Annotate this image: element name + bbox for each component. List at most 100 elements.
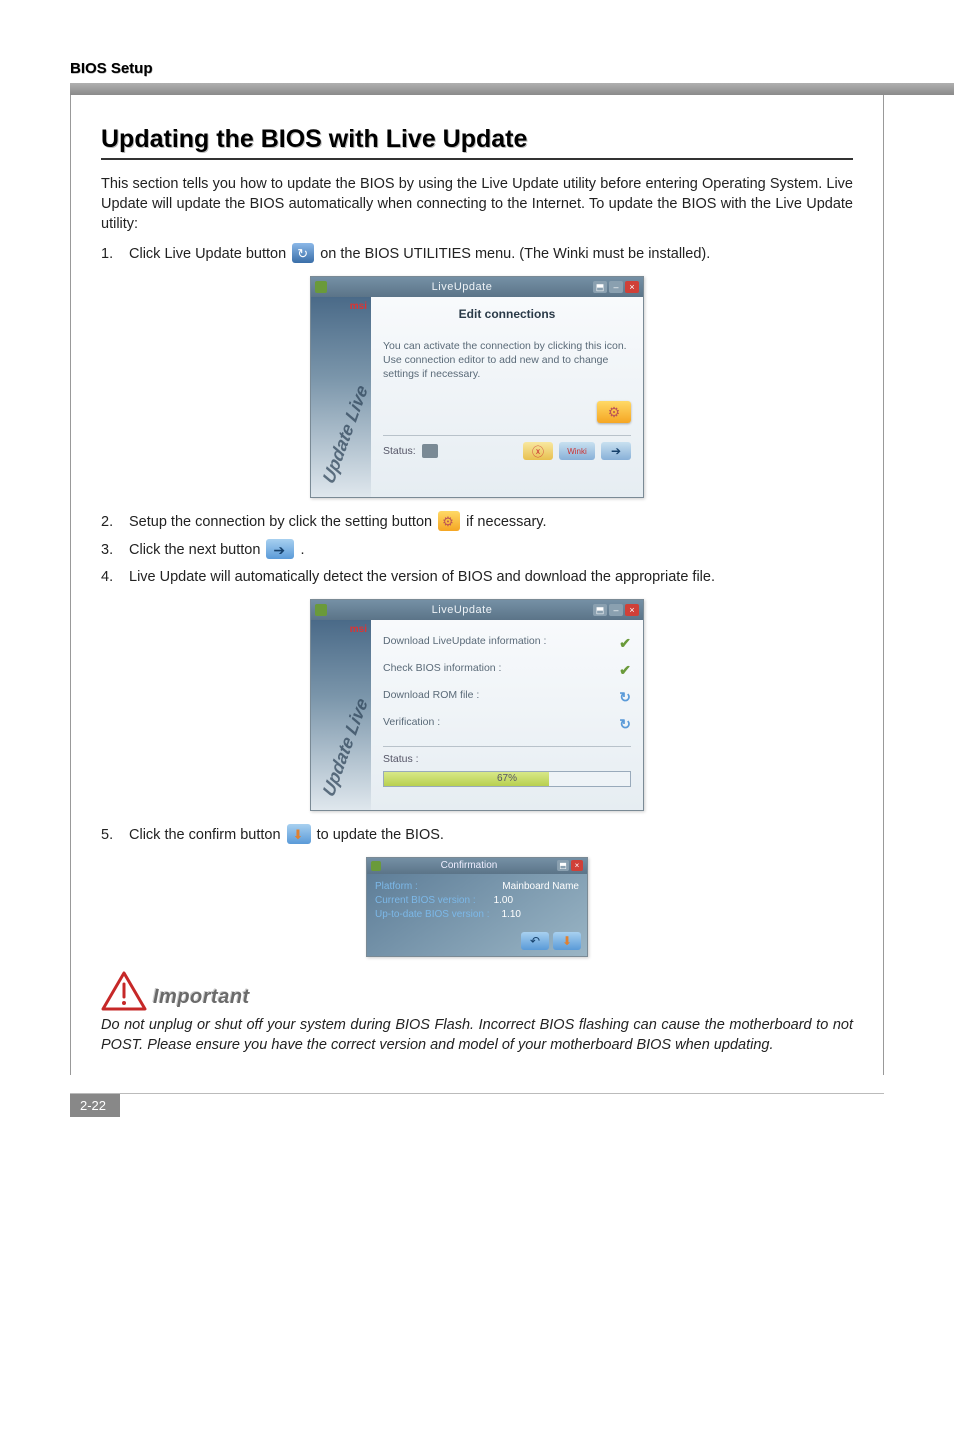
liveupdate-icon — [292, 243, 314, 263]
progress-bar: 67% — [383, 771, 631, 787]
list-item: Verification : ↻ — [383, 711, 631, 738]
row-label: Download ROM file : — [383, 689, 479, 706]
step-5-text-b: to update the BIOS. — [317, 827, 444, 843]
current-row: Current BIOS version : 1.00 — [375, 894, 579, 908]
settings-button[interactable]: ⚙ — [597, 401, 631, 423]
refresh-icon: ↻ — [619, 716, 631, 733]
row-label: Verification : — [383, 716, 440, 733]
step-1-text-b: on the BIOS UTILITIES menu. (The Winki m… — [320, 246, 710, 262]
step-number: 4. — [101, 567, 113, 589]
window-footer: ↶ ⬇ — [367, 928, 587, 956]
confirm-icon — [287, 824, 311, 844]
step-number: 2. — [101, 512, 113, 534]
footer: 2-22 — [70, 1093, 884, 1117]
window-body: Update Live Edit connections You can act… — [311, 297, 643, 497]
warning-icon — [101, 971, 147, 1011]
current-value: 1.00 — [494, 894, 513, 908]
restore-button[interactable]: ⬒ — [593, 281, 607, 293]
confirmation-window: Confirmation ⬒ × Platform : Mainboard Na… — [366, 857, 588, 957]
next-button[interactable]: ➔ — [601, 442, 631, 460]
step-1: 1. Click Live Update button on the BIOS … — [101, 244, 853, 266]
important-label: Important — [153, 986, 250, 1011]
status-label: Status: — [383, 445, 416, 457]
window-body: Platform : Mainboard Name Current BIOS v… — [367, 874, 587, 928]
section-title: Updating the BIOS with Live Update — [101, 125, 853, 160]
status-block: Status : 67% — [383, 746, 631, 787]
window-title: LiveUpdate — [331, 604, 593, 616]
step-5-text-a: Click the confirm button — [129, 827, 285, 843]
check-icon: ✔ — [619, 635, 631, 652]
step-2: 2. Setup the connection by click the set… — [101, 512, 853, 534]
step-4: 4. Live Update will automatically detect… — [101, 567, 853, 589]
important-text: Do not unplug or shut off your system du… — [101, 1015, 853, 1055]
panel-title: Edit connections — [383, 307, 631, 321]
winki-button[interactable]: Winki — [559, 442, 595, 460]
steps-list-2: 2. Setup the connection by click the set… — [101, 512, 853, 589]
steps-list: 1. Click Live Update button on the BIOS … — [101, 244, 853, 266]
refresh-icon: ↻ — [619, 689, 631, 706]
cancel-button[interactable]: ⓧ — [523, 442, 553, 460]
steps-list-3: 5. Click the confirm button to update th… — [101, 825, 853, 847]
status-row: Status: ⓧ Winki ➔ — [383, 435, 631, 460]
restore-button[interactable]: ⬒ — [593, 604, 607, 616]
panel-desc: You can activate the connection by click… — [383, 339, 631, 382]
side-logo-text: Update Live — [319, 381, 372, 488]
platform-label: Platform : — [375, 880, 418, 894]
row-label: Download LiveUpdate information : — [383, 635, 546, 652]
close-button[interactable]: × — [625, 281, 639, 293]
status-label: Status : — [383, 753, 631, 765]
step-2-text-a: Setup the connection by click the settin… — [129, 514, 436, 530]
app-icon — [315, 604, 327, 616]
uptodate-value: 1.10 — [502, 908, 521, 922]
close-button[interactable]: × — [571, 860, 583, 871]
page-number: 2-22 — [70, 1094, 120, 1117]
side-logo-text: Update Live — [319, 694, 372, 801]
list-item: Check BIOS information : ✔ — [383, 657, 631, 684]
intro-text: This section tells you how to update the… — [101, 174, 853, 234]
list-item: Download LiveUpdate information : ✔ — [383, 630, 631, 657]
step-2-text-b: if necessary. — [466, 514, 546, 530]
list-item: Download ROM file : ↻ — [383, 684, 631, 711]
app-icon — [315, 281, 327, 293]
step-3-text-b: . — [300, 542, 304, 558]
download-list: Download LiveUpdate information : ✔ Chec… — [383, 630, 631, 738]
back-button[interactable]: ↶ — [521, 932, 549, 950]
step-1-text-a: Click Live Update button — [129, 246, 290, 262]
status-icon — [422, 444, 438, 458]
step-3: 3. Click the next button . — [101, 540, 853, 562]
current-label: Current BIOS version : — [375, 894, 476, 908]
uptodate-label: Up-to-date BIOS version : — [375, 908, 490, 922]
window-title: Confirmation — [381, 860, 557, 871]
close-button[interactable]: × — [625, 604, 639, 616]
page: BIOS Setup Updating the BIOS with Live U… — [0, 0, 954, 1147]
titlebar: LiveUpdate ⬒ – × — [311, 600, 643, 620]
step-4-text: Live Update will automatically detect th… — [129, 569, 715, 585]
side-logo: Update Live — [311, 620, 371, 810]
uptodate-row: Up-to-date BIOS version : 1.10 — [375, 908, 579, 922]
window-controls: ⬒ – × — [593, 281, 639, 293]
window-title: LiveUpdate — [331, 281, 593, 293]
titlebar: Confirmation ⬒ × — [367, 858, 587, 874]
next-icon — [266, 539, 294, 559]
app-icon — [371, 861, 381, 871]
step-number: 3. — [101, 540, 113, 562]
platform-value: Mainboard Name — [502, 880, 579, 894]
window-main: Download LiveUpdate information : ✔ Chec… — [371, 620, 643, 810]
confirm-button[interactable]: ⬇ — [553, 932, 581, 950]
side-logo: Update Live — [311, 297, 371, 497]
check-icon: ✔ — [619, 662, 631, 679]
header-bar — [70, 83, 954, 95]
window-main: Edit connections You can activate the co… — [371, 297, 643, 497]
progress-label: 67% — [384, 773, 630, 784]
minimize-button[interactable]: – — [609, 281, 623, 293]
important-header: Important — [101, 971, 853, 1011]
step-number: 5. — [101, 825, 113, 847]
liveupdate-window-1: LiveUpdate ⬒ – × Update Live Edit connec… — [310, 276, 644, 498]
minimize-button[interactable]: – — [609, 604, 623, 616]
content-frame: Updating the BIOS with Live Update This … — [70, 95, 884, 1075]
step-5: 5. Click the confirm button to update th… — [101, 825, 853, 847]
settings-icon — [438, 511, 460, 531]
liveupdate-window-2: LiveUpdate ⬒ – × Update Live Download Li… — [310, 599, 644, 811]
platform-row: Platform : Mainboard Name — [375, 880, 579, 894]
restore-button[interactable]: ⬒ — [557, 860, 569, 871]
